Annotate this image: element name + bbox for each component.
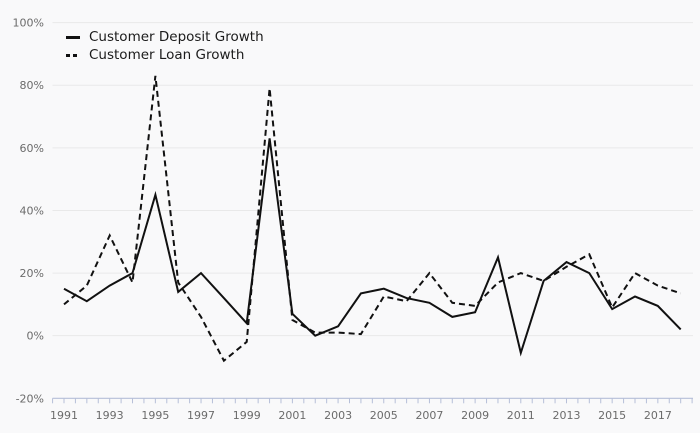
legend-item-loan: Customer Loan Growth — [66, 46, 264, 64]
legend-label-deposit: Customer Deposit Growth — [89, 29, 264, 45]
deposit-growth-line — [63, 138, 682, 357]
x-tick-label: 2007 — [415, 409, 443, 422]
y-axis-labels: 100% 80% 60% 40% 20% 0% -20% — [13, 17, 44, 406]
y-tick-label: 0% — [27, 330, 44, 343]
dashed-line-swatch — [66, 53, 80, 57]
gridlines — [52, 22, 693, 337]
legend-item-deposit: Customer Deposit Growth — [66, 28, 264, 46]
x-tick-label: 2009 — [461, 409, 489, 422]
x-tick-label: 2017 — [644, 409, 672, 422]
x-tick-label: 2001 — [278, 409, 306, 422]
x-tick-label: 2013 — [552, 409, 580, 422]
y-tick-label: 40% — [20, 204, 44, 217]
loan-growth-line — [63, 75, 682, 363]
x-axis — [52, 397, 693, 404]
x-tick-label: 1993 — [96, 409, 124, 422]
y-tick-label: -20% — [16, 392, 44, 405]
x-tick-label: 1995 — [141, 409, 169, 422]
x-tick-label: 2003 — [324, 409, 352, 422]
x-tick-label: 1991 — [50, 409, 78, 422]
chart-legend: Customer Deposit Growth Customer Loan Gr… — [66, 28, 264, 64]
y-tick-label: 100% — [13, 17, 44, 30]
y-tick-label: 20% — [20, 267, 44, 280]
y-tick-label: 80% — [20, 79, 44, 92]
x-axis-labels: 1991 1993 1995 1997 1999 2001 2003 2005 2007 2009… — [50, 409, 672, 422]
x-tick-label: 2005 — [370, 409, 398, 422]
x-tick-label: 2011 — [507, 409, 535, 422]
y-tick-label: 60% — [20, 142, 44, 155]
x-tick-label: 1997 — [187, 409, 215, 422]
x-tick-label: 2015 — [598, 409, 626, 422]
solid-line-swatch — [66, 35, 80, 39]
x-tick-label: 1999 — [233, 409, 261, 422]
legend-label-loan: Customer Loan Growth — [89, 47, 245, 63]
